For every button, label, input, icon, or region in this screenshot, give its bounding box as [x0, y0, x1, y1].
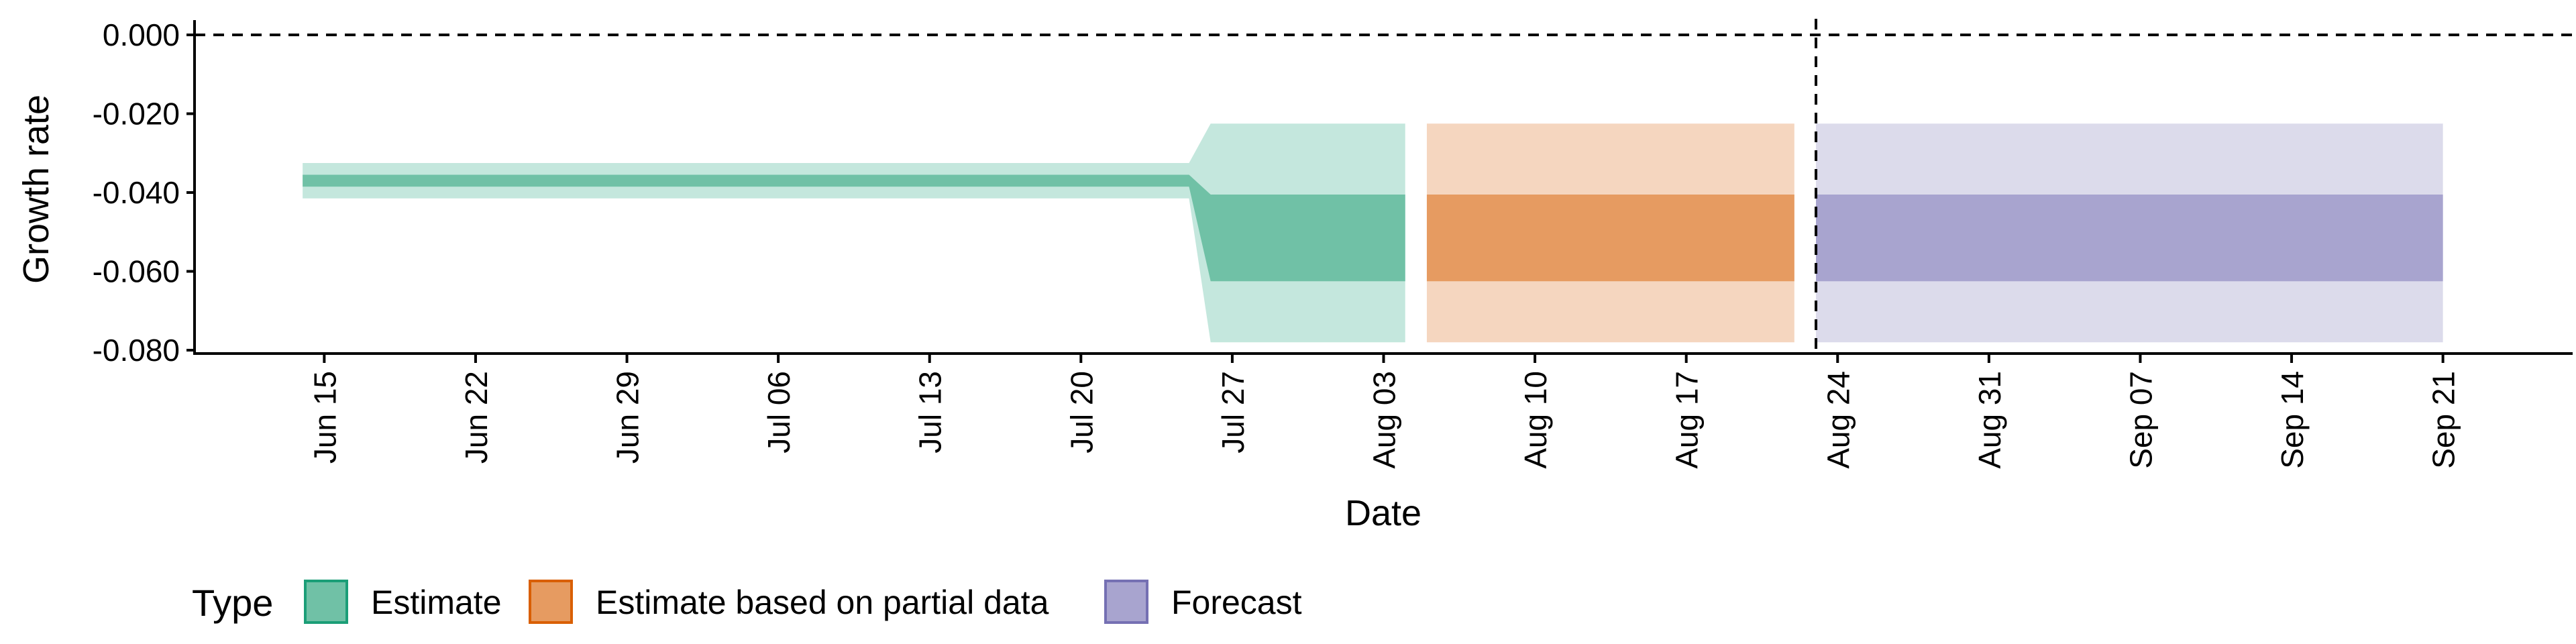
x-tick-label: Aug 10 — [1518, 371, 1553, 469]
band-inner-estimate-based-on-partial-data — [1426, 194, 1794, 282]
y-tick-label: -0.060 — [93, 254, 180, 289]
y-tick-label: -0.080 — [93, 333, 180, 368]
band-inner-estimate — [303, 174, 1405, 282]
y-tick-label: 0.000 — [103, 17, 180, 52]
x-tick-label: Jul 13 — [913, 371, 948, 453]
x-tick-label: Jun 15 — [307, 371, 342, 464]
legend-swatch-estimate-based-on-partial-data — [529, 580, 573, 624]
y-axis-title: Growth rate — [16, 95, 56, 284]
x-tick-label: Aug 17 — [1670, 371, 1705, 469]
band-inner-forecast — [1816, 194, 2443, 282]
x-tick-label: Jun 22 — [459, 371, 494, 464]
legend-title: Type — [192, 582, 273, 624]
x-tick-label: Jun 29 — [610, 371, 645, 464]
x-tick-label: Sep 14 — [2275, 371, 2310, 469]
bands-layer — [303, 123, 2443, 343]
x-tick-label: Jul 06 — [761, 371, 796, 453]
legend-label-estimate: Estimate — [371, 584, 502, 621]
legend-label-estimate-based-on-partial-data: Estimate based on partial data — [596, 584, 1049, 621]
legend-swatch-estimate — [304, 580, 348, 624]
y-tick-label: -0.020 — [93, 97, 180, 131]
x-tick-label: Jul 20 — [1064, 371, 1099, 453]
x-tick-label: Jul 27 — [1216, 371, 1250, 453]
reference-lines — [195, 19, 2573, 354]
x-tick-label: Sep 21 — [2426, 371, 2461, 469]
x-axis-title: Date — [1345, 493, 1421, 533]
x-tick-label: Aug 31 — [1972, 371, 2007, 469]
x-tick-label: Sep 07 — [2123, 371, 2158, 469]
legend: Type Estimate Estimate based on partial d… — [192, 580, 1302, 624]
legend-label-forecast: Forecast — [1171, 584, 1302, 621]
x-tick-label: Aug 24 — [1821, 371, 1856, 469]
x-tick-label: Aug 03 — [1367, 371, 1402, 469]
y-tick-label: -0.040 — [93, 175, 180, 210]
legend-swatch-forecast — [1104, 580, 1148, 624]
axes: 0.000 -0.020 -0.040 -0.060 -0.080 Jun 15 Jun 2… — [93, 17, 2573, 469]
